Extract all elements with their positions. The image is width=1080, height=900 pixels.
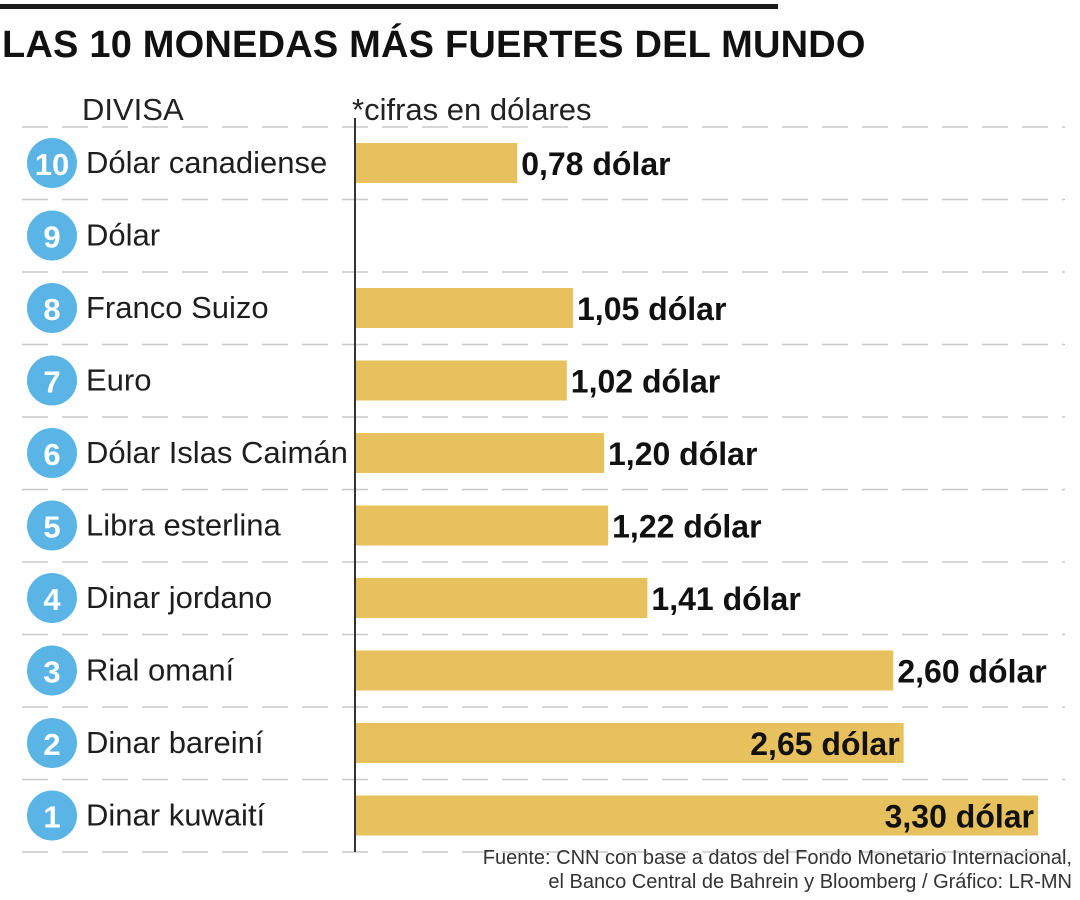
rank-label: 2 — [43, 727, 60, 762]
category-label: Libra esterlina — [86, 508, 281, 543]
bar — [356, 288, 573, 328]
bar — [356, 143, 518, 183]
rank-circle — [27, 718, 77, 768]
value-label: 1,20 dólar — [608, 436, 757, 472]
rank-circle — [27, 645, 77, 696]
rank-circle — [27, 573, 77, 623]
rank-circle — [27, 210, 77, 261]
category-label: Rial omaní — [86, 653, 235, 688]
values-column-header: *cifras en dólares — [352, 92, 592, 127]
rank-circle — [27, 283, 77, 333]
category-label: Dólar canadiense — [86, 145, 327, 180]
rank-label: 7 — [43, 365, 60, 400]
rank-label: 5 — [43, 510, 60, 545]
bar — [356, 360, 567, 401]
bar — [356, 578, 648, 618]
category-label: Franco Suizo — [86, 290, 269, 325]
value-label: 1,02 dólar — [571, 364, 720, 400]
category-label: Dinar jordano — [86, 580, 272, 615]
bar — [356, 433, 604, 473]
rank-label: 1 — [43, 800, 60, 835]
source-note: Fuente: CNN con base a datos del Fondo M… — [483, 846, 1072, 894]
value-label: 1,05 dólar — [577, 291, 726, 327]
value-label: 1,22 dólar — [612, 509, 761, 545]
value-label: 2,60 dólar — [897, 654, 1046, 690]
rank-circle — [27, 428, 77, 478]
chart-title: LAS 10 MONEDAS MÁS FUERTES DEL MUNDO — [2, 24, 866, 66]
value-label: 3,30 dólar — [885, 799, 1034, 835]
bar — [356, 650, 894, 691]
rank-circle — [27, 500, 77, 551]
source-line-1: Fuente: CNN con base a datos del Fondo M… — [482, 847, 1072, 869]
bar — [356, 795, 1038, 836]
rank-circle — [27, 138, 77, 188]
rank-circle — [27, 790, 77, 841]
category-label: Dinar bareiní — [86, 725, 264, 760]
source-line-2: el Banco Central de Bahrein y Bloomberg … — [548, 871, 1072, 893]
rank-circle — [27, 355, 77, 406]
rank-label: 8 — [43, 292, 60, 327]
value-label: 0,78 dólar — [521, 146, 670, 182]
value-label: 2,65 dólar — [750, 726, 899, 762]
rank-label: 3 — [43, 655, 60, 690]
category-label: Euro — [86, 363, 151, 398]
category-label: Dólar Islas Caimán — [86, 435, 348, 470]
category-label: Dinar kuwaití — [86, 798, 266, 833]
value-label: 1,41 dólar — [651, 581, 800, 617]
rank-label: 6 — [43, 437, 60, 472]
category-label: Dólar — [86, 218, 160, 253]
rank-label: 9 — [43, 220, 60, 255]
rank-label: 10 — [35, 147, 69, 182]
divisa-column-header: DIVISA — [82, 92, 184, 127]
rank-label: 4 — [43, 582, 61, 617]
bar — [356, 505, 609, 546]
bar — [356, 723, 904, 763]
title-rule — [0, 4, 778, 9]
